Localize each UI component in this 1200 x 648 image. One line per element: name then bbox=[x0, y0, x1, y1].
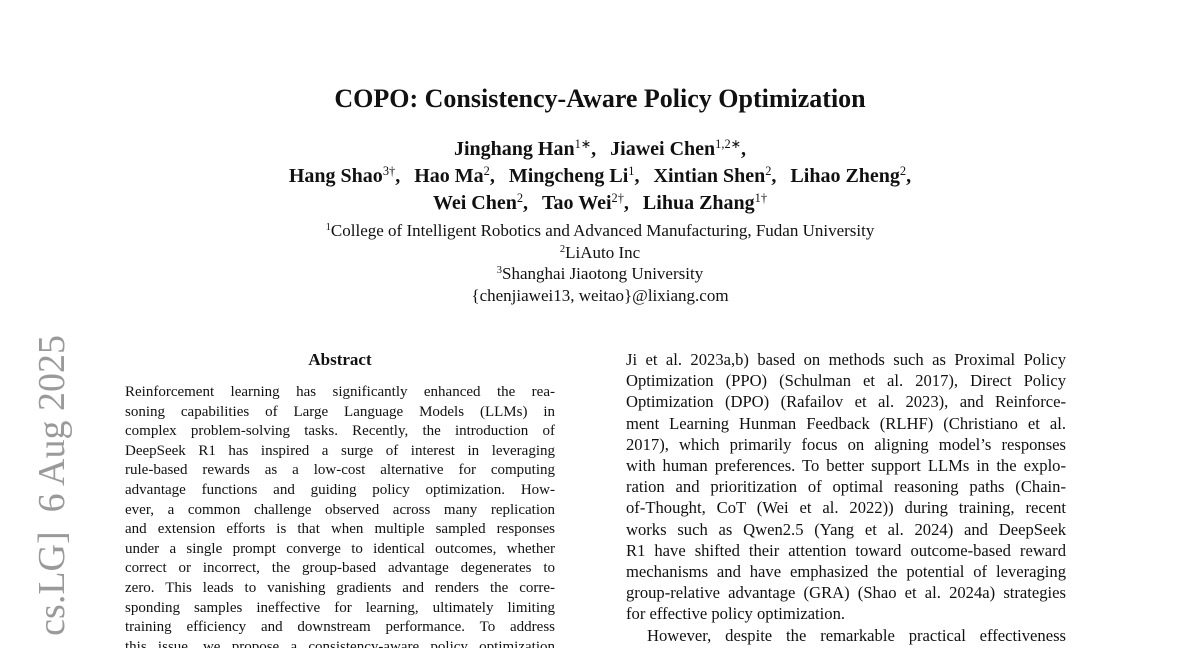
text-line: this issue, we propose a consistency-awa… bbox=[125, 638, 555, 648]
author-name: Tao Wei bbox=[542, 192, 612, 214]
abstract-heading: Abstract bbox=[308, 350, 372, 369]
author-punct: , bbox=[771, 165, 777, 187]
author-name: Hang Shao bbox=[288, 165, 383, 187]
author-name: Jinghang Han bbox=[453, 138, 575, 160]
author: Lihao Zheng2, bbox=[790, 165, 911, 187]
author: Jinghang Han1∗, bbox=[454, 138, 596, 160]
author-name: Hao Ma bbox=[414, 165, 484, 187]
author-mark: 1,2∗ bbox=[715, 137, 742, 152]
author-mark: 1∗ bbox=[574, 137, 592, 152]
text-line: ration and prioritization of optimal rea… bbox=[626, 477, 1066, 497]
text-line: R1 have shifted their attention toward o… bbox=[626, 540, 1066, 560]
author-line: Jinghang Han1∗, Jiawei Chen1,2∗, bbox=[0, 138, 1200, 161]
author-punct: , bbox=[489, 165, 495, 187]
author-mark: 3† bbox=[382, 164, 396, 179]
text-line: Reinforcement learning has significantly… bbox=[125, 384, 555, 400]
author-punct: , bbox=[395, 165, 401, 187]
author-line: Wei Chen2, Tao Wei2†, Lihua Zhang1† bbox=[0, 192, 1200, 215]
text-line: for effective policy optimization. bbox=[626, 604, 846, 624]
author-punct: , bbox=[523, 192, 529, 214]
text-line: Ji et al. 2023a,b) based on methods such… bbox=[626, 350, 1066, 369]
author-line: Hang Shao3†, Hao Ma2, Mingcheng Li1, Xintia… bbox=[0, 165, 1200, 188]
text-line: ment Learning Hunman Feedback (RLHF) (Ch… bbox=[626, 413, 1066, 433]
affiliation-mark: 1 bbox=[325, 222, 331, 234]
affiliation-mark: 3 bbox=[496, 265, 503, 277]
text-line: However, despite the remarkable practica… bbox=[647, 625, 1066, 645]
email: {chenjiawei13, weitao}@lixiang.com bbox=[471, 286, 729, 305]
text-line: of-Thought, CoT (Wei et al. 2022)) durin… bbox=[626, 498, 1066, 518]
author-mark: 2 bbox=[483, 164, 490, 179]
author-mark: 2 bbox=[516, 191, 524, 206]
text-line: complex problem-solving tasks. Recently,… bbox=[125, 423, 555, 440]
text-line: with human preferences. To better suppor… bbox=[626, 456, 1066, 475]
author: Jiawei Chen1,2∗, bbox=[610, 138, 746, 160]
author: Hang Shao3†, bbox=[289, 165, 400, 187]
text-line: group-relative advantage (GRA) (Shao et … bbox=[626, 583, 1066, 603]
author-mark: 2 bbox=[899, 164, 907, 179]
author-name: Lihao Zheng bbox=[790, 165, 900, 187]
text-line: training efficiency and downstream perfo… bbox=[125, 619, 555, 636]
text-line: mechanisms and have emphasized the poten… bbox=[626, 562, 1066, 581]
author-mark: 2 bbox=[765, 164, 772, 179]
author-name: Lihua Zhang bbox=[642, 192, 755, 214]
author: Wei Chen2, bbox=[433, 192, 528, 214]
author-name: Wei Chen bbox=[432, 192, 517, 214]
affiliation-text: Shanghai Jiaotong University bbox=[502, 264, 704, 283]
text-line: zero. This leads to vanishing gradients … bbox=[125, 580, 555, 596]
author-punct: , bbox=[634, 165, 640, 187]
text-line: advantage functions and guiding policy o… bbox=[125, 482, 555, 498]
text-line: correct or incorrect, the group-based ad… bbox=[125, 560, 555, 577]
author-punct: , bbox=[623, 192, 629, 214]
text-line: 2017), which primarily focus on aligning… bbox=[626, 434, 1066, 454]
author: Lihua Zhang1† bbox=[643, 192, 767, 214]
text-line: ever, a common challenge observed across… bbox=[125, 501, 555, 518]
text-line: under a single prompt converge to identi… bbox=[125, 540, 555, 557]
affiliation-text: LiAuto Inc bbox=[565, 243, 641, 262]
author-mark: 1† bbox=[754, 191, 768, 206]
arxiv-stamp-area: cs.LG] 6 Aug 2025 bbox=[31, 335, 73, 636]
author-mark: 1 bbox=[628, 164, 635, 179]
text-line: Optimization (PPO) (Schulman et al. 2017… bbox=[626, 371, 1066, 391]
author-punct: , bbox=[906, 165, 912, 187]
author: Xintian Shen2, bbox=[654, 165, 777, 187]
author-punct: , bbox=[591, 138, 597, 160]
text-line: soning capabilities of Large Language Mo… bbox=[125, 403, 555, 420]
text-line: rule-based rewards as a low-cost alterna… bbox=[125, 462, 555, 479]
author-name: Jiawei Chen bbox=[610, 138, 716, 160]
affiliation: 3Shanghai Jiaotong University bbox=[0, 264, 1200, 284]
author-name: Xintian Shen bbox=[653, 165, 766, 187]
affiliation: 1College of Intelligent Robotics and Adv… bbox=[0, 221, 1200, 241]
author-mark: 2† bbox=[611, 191, 624, 206]
text-line: sponding samples ineffective for learnin… bbox=[125, 599, 555, 616]
author: Hao Ma2, bbox=[414, 165, 495, 187]
text-line: Optimization (DPO) (Rafailov et al. 2023… bbox=[626, 392, 1066, 412]
affiliation: 2LiAuto Inc bbox=[0, 243, 1200, 263]
author: Tao Wei2†, bbox=[542, 192, 629, 214]
text-line: and extension efforts is that when multi… bbox=[125, 521, 555, 538]
author-punct: , bbox=[741, 138, 747, 160]
affiliation-text: College of Intelligent Robotics and Adva… bbox=[330, 221, 875, 240]
arxiv-stamp: cs.LG] 6 Aug 2025 bbox=[31, 335, 73, 636]
author: Mingcheng Li1, bbox=[509, 165, 640, 187]
text-line: DeepSeek R1 has inspired a surge of inte… bbox=[125, 442, 555, 459]
affiliation-mark: 2 bbox=[559, 244, 566, 256]
text-line: works such as Qwen2.5 (Yang et al. 2024)… bbox=[626, 519, 1066, 539]
author-name: Mingcheng Li bbox=[508, 165, 629, 187]
paper-title: COPO: Consistency-Aware Policy Optimizat… bbox=[334, 84, 866, 113]
